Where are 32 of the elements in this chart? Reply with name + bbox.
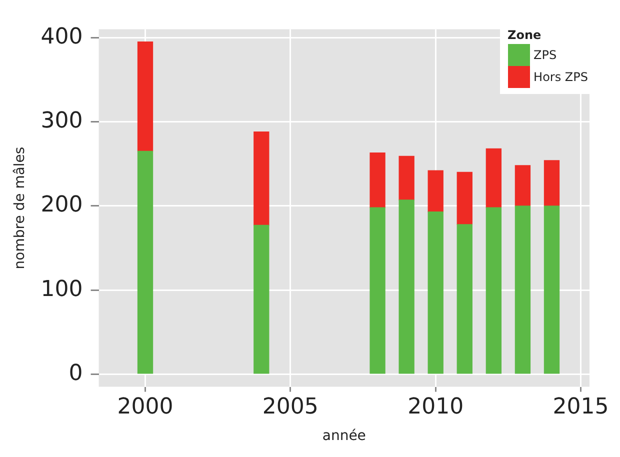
bar xyxy=(514,165,531,206)
bar xyxy=(456,224,472,374)
bar xyxy=(544,160,560,206)
bar xyxy=(370,207,386,374)
bar xyxy=(456,172,472,225)
x-tick-label: 2010 xyxy=(408,394,464,420)
y-tick-label: 300 xyxy=(40,108,83,134)
legend-title: Zone xyxy=(508,28,542,42)
bar xyxy=(254,132,270,226)
y-tick-label: 0 xyxy=(68,360,83,386)
legend-label: ZPS xyxy=(534,48,557,62)
bar xyxy=(137,41,154,152)
x-tick-label: 2005 xyxy=(262,394,318,420)
bar xyxy=(137,150,154,374)
x-tick-label: 2015 xyxy=(552,394,609,420)
y-tick-label: 400 xyxy=(40,24,83,50)
x-axis-title: année xyxy=(322,428,366,444)
bar xyxy=(514,206,531,374)
bar xyxy=(544,206,560,374)
bar xyxy=(428,211,444,374)
y-axis-title: nombre de mâles xyxy=(12,146,28,270)
y-tick-label: 100 xyxy=(40,276,83,302)
bar xyxy=(398,156,414,200)
bar xyxy=(486,148,502,208)
x-tick-label: 2000 xyxy=(117,394,174,420)
y-tick-label: 200 xyxy=(40,192,83,218)
bar xyxy=(398,200,414,374)
legend-label: Hors ZPS xyxy=(534,70,588,84)
bar xyxy=(370,152,386,208)
bar xyxy=(428,170,444,212)
bar xyxy=(486,207,502,374)
bar xyxy=(254,224,270,374)
